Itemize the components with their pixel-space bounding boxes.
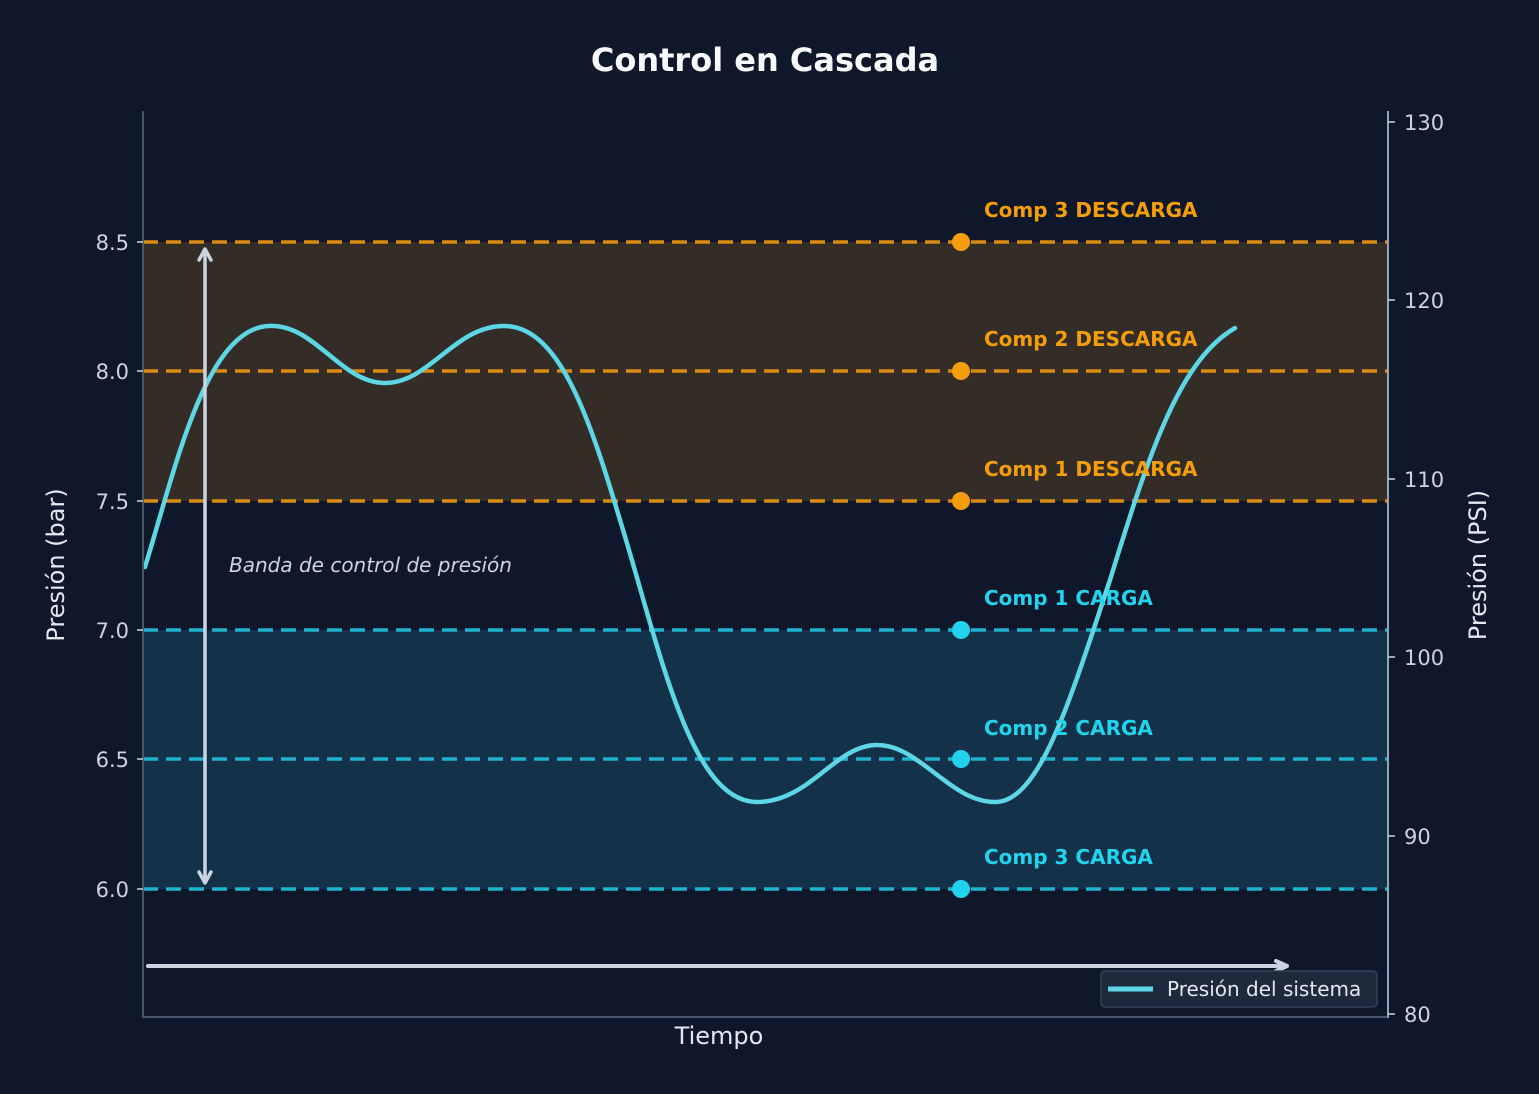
label-comp3-carga: Comp 3 CARGA (984, 845, 1153, 869)
ytick-label: 8.0 (96, 360, 129, 384)
threshold-markers (952, 233, 970, 898)
y-axis-right-label: Presión (PSI) (1464, 490, 1492, 640)
label-comp1-carga: Comp 1 CARGA (984, 586, 1153, 610)
ytick-label: 7.0 (96, 619, 129, 643)
ytick-label: 7.5 (96, 490, 129, 514)
threshold-lines (143, 240, 1388, 891)
legend: Presión del sistema (1100, 970, 1378, 1008)
legend-box (1100, 970, 1378, 1008)
ytick-right-label: 110 (1404, 468, 1444, 492)
arrow-up-icon (197, 247, 213, 262)
marker-comp1-descarga (952, 492, 970, 510)
label-comp2-carga: Comp 2 CARGA (984, 716, 1153, 740)
label-comp1-descarga: Comp 1 DESCARGA (984, 457, 1198, 481)
label-comp2-descarga: Comp 2 DESCARGA (984, 327, 1198, 351)
marker-comp2-carga (952, 750, 970, 768)
right-axis-ticks (1388, 121, 1395, 1015)
ytick-label: 8.5 (96, 231, 129, 255)
x-axis-label: Tiempo (674, 1022, 764, 1050)
control-band-arrow (197, 247, 213, 885)
axes (142, 111, 1389, 1018)
y-axis-label: Presión (bar) (42, 488, 70, 641)
ytick-right-label: 130 (1404, 111, 1444, 135)
ytick-right-label: 80 (1404, 1003, 1431, 1027)
pressure-line (142, 323, 1238, 805)
left-axis-tick-labels: 8.5 8.0 7.5 7.0 6.5 6.0 (96, 231, 129, 902)
ytick-right-label: 90 (1404, 825, 1431, 849)
time-arrow (146, 959, 1289, 973)
ytick-right-label: 100 (1404, 646, 1444, 670)
marker-comp3-carga (952, 880, 970, 898)
right-axis-tick-labels: 130 120 110 100 90 80 (1404, 111, 1444, 1027)
threshold-labels: Comp 3 DESCARGA Comp 2 DESCARGA Comp 1 D… (984, 198, 1198, 869)
marker-comp1-carga (952, 621, 970, 639)
control-band-label: Banda de control de presión (229, 553, 512, 577)
ytick-label: 6.5 (96, 748, 129, 772)
label-comp3-descarga: Comp 3 DESCARGA (984, 198, 1198, 222)
left-axis-ticks (137, 241, 143, 890)
marker-comp2-descarga (952, 362, 970, 380)
arrow-right-icon (1274, 959, 1289, 973)
ytick-label: 6.0 (96, 878, 129, 902)
marker-comp3-descarga (952, 233, 970, 251)
ytick-right-label: 120 (1404, 289, 1444, 313)
chart-title: Control en Cascada (591, 41, 939, 79)
legend-item-label: Presión del sistema (1167, 977, 1361, 1001)
arrow-down-icon (197, 870, 213, 885)
